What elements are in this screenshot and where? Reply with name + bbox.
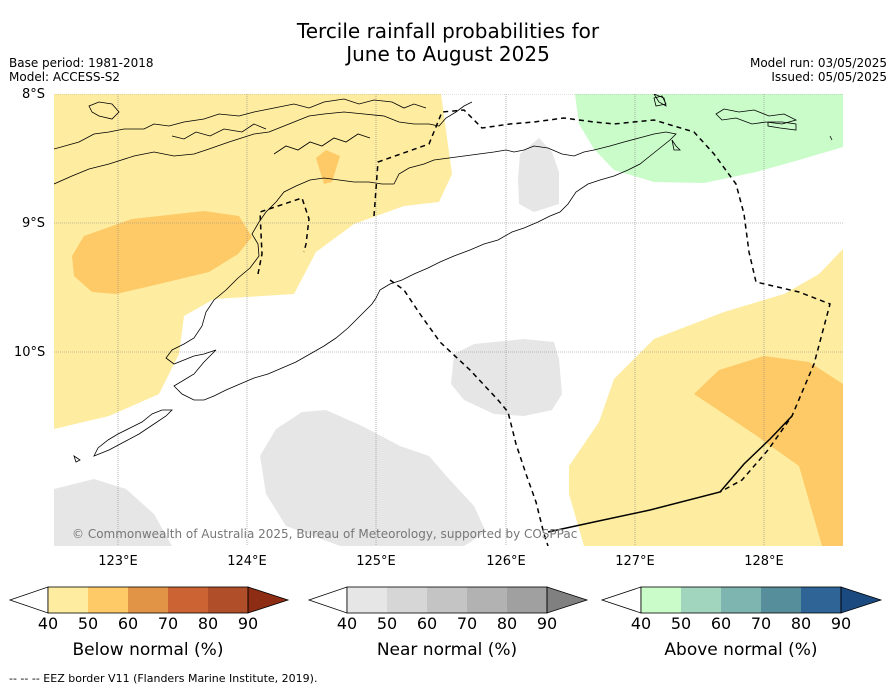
above-normal-tick-label: 50 xyxy=(670,614,692,633)
below-normal-segment xyxy=(208,587,248,613)
below-normal-colorbar xyxy=(8,586,290,614)
near-normal-segment xyxy=(347,587,387,613)
lon-label-123e: 123°E xyxy=(98,554,138,569)
near-normal-tick-label: 40 xyxy=(336,614,358,633)
title-line-1: Tercile rainfall probabilities for xyxy=(296,19,600,43)
above-normal-segment xyxy=(801,587,841,613)
base-period-text: Base period: 1981-2018 xyxy=(9,56,154,70)
eez-border-note: -- -- -- EEZ border V11 (Flanders Marine… xyxy=(9,672,318,685)
near-normal-tick-label: 70 xyxy=(456,614,478,633)
below-normal-50-60-patch-small xyxy=(316,150,340,184)
near-normal-colorbar xyxy=(307,586,589,614)
above-normal-arrow-high xyxy=(840,586,883,614)
above-normal-tick-label: 80 xyxy=(790,614,812,633)
near-normal-patch-3 xyxy=(260,410,486,546)
near-normal-tick-label: 80 xyxy=(496,614,518,633)
above-normal-arrow-low xyxy=(600,586,642,614)
above-normal-tick-label: 70 xyxy=(750,614,772,633)
lon-label-125e: 125°E xyxy=(356,554,396,569)
copyright-text: © Commonwealth of Australia 2025, Bureau… xyxy=(72,527,577,541)
above-normal-segment xyxy=(641,587,681,613)
below-normal-segment xyxy=(168,587,208,613)
meta-left: Base period: 1981-2018 Model: ACCESS-S2 xyxy=(9,56,154,84)
near-normal-colorbar-title: Near normal (%) xyxy=(376,640,518,660)
below-normal-segment xyxy=(88,587,128,613)
near-normal-segment xyxy=(467,587,507,613)
near-normal-segment xyxy=(507,587,547,613)
near-normal-frame xyxy=(346,586,548,614)
eez-border-solid-segment xyxy=(547,415,793,533)
above-normal-40-50-region xyxy=(575,94,843,183)
lon-label-124e: 124°E xyxy=(227,554,267,569)
map-panel: © Commonwealth of Australia 2025, Bureau… xyxy=(54,94,843,546)
above-normal-segment xyxy=(761,587,801,613)
eez-border xyxy=(257,109,831,546)
below-normal-tick-label: 80 xyxy=(197,614,219,633)
above-normal-tick-label: 40 xyxy=(630,614,652,633)
meta-right: Model run: 03/05/2025 Issued: 05/05/2025 xyxy=(750,56,887,84)
below-normal-50-60-patch-west xyxy=(72,211,252,294)
lon-label-128e: 128°E xyxy=(744,554,784,569)
above-normal-colorbar-title: Above normal (%) xyxy=(664,640,818,660)
near-normal-tick-label: 60 xyxy=(416,614,438,633)
model-run-text: Model run: 03/05/2025 xyxy=(749,56,887,70)
lon-label-127e: 127°E xyxy=(615,554,655,569)
near-normal-segment xyxy=(387,587,427,613)
below-normal-frame xyxy=(47,586,249,614)
near-normal-tick-label: 50 xyxy=(376,614,398,633)
above-normal-segment xyxy=(681,587,721,613)
above-normal-frame xyxy=(640,586,842,614)
lat-label-8s: 8°S xyxy=(22,87,46,102)
below-normal-tick-label: 90 xyxy=(237,614,259,633)
near-normal-patch-4 xyxy=(54,479,172,546)
lat-label-10s: 10°S xyxy=(14,345,46,360)
near-normal-segment xyxy=(427,587,467,613)
chart-title: Tercile rainfall probabilities for June … xyxy=(0,20,896,66)
above-normal-colorbar xyxy=(600,586,883,614)
above-normal-tick-label: 60 xyxy=(710,614,732,633)
coastlines xyxy=(54,94,833,463)
near-normal-patch-2 xyxy=(451,339,562,416)
below-normal-40-50-region-north xyxy=(54,94,452,429)
below-normal-tick-label: 40 xyxy=(37,614,59,633)
below-normal-50-60-region-south xyxy=(694,356,843,546)
near-normal-tick-label: 90 xyxy=(536,614,558,633)
below-normal-tick-label: 70 xyxy=(157,614,179,633)
lon-label-126e: 126°E xyxy=(486,554,526,569)
below-normal-colorbar-title: Below normal (%) xyxy=(72,640,224,660)
near-normal-patch-1 xyxy=(518,138,559,212)
below-normal-tick-label: 50 xyxy=(77,614,99,633)
model-text: Model: ACCESS-S2 xyxy=(9,70,121,84)
graticule xyxy=(54,94,843,546)
above-normal-segment xyxy=(721,587,761,613)
below-normal-segment xyxy=(128,587,168,613)
below-normal-segment xyxy=(48,587,88,613)
above-normal-tick-label: 90 xyxy=(830,614,852,633)
below-normal-tick-label: 60 xyxy=(117,614,139,633)
issued-text: Issued: 05/05/2025 xyxy=(771,70,887,84)
lat-label-9s: 9°S xyxy=(22,216,46,231)
title-line-2: June to August 2025 xyxy=(346,42,550,66)
